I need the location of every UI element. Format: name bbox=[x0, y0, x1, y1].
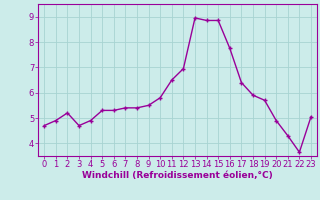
X-axis label: Windchill (Refroidissement éolien,°C): Windchill (Refroidissement éolien,°C) bbox=[82, 171, 273, 180]
